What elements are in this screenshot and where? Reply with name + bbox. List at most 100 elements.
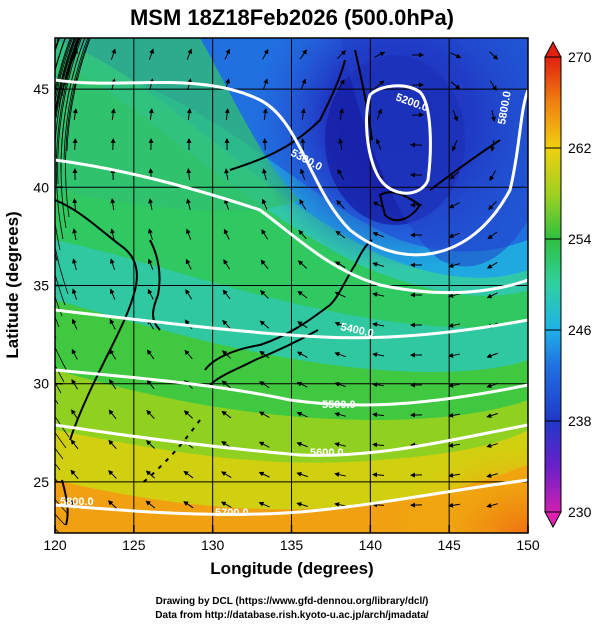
- streamline: [55, 38, 79, 195]
- wind-arrow: [489, 51, 499, 60]
- wind-arrow: [298, 229, 307, 240]
- wind-arrow: [300, 138, 306, 151]
- streamline: [55, 38, 74, 105]
- wind-arrow: [186, 198, 191, 210]
- wind-arrow: [110, 228, 115, 240]
- wind-arrow: [146, 409, 155, 420]
- wind-arrow: [335, 230, 346, 239]
- streamline: [55, 38, 77, 119]
- wind-arrow: [185, 289, 193, 300]
- wind-arrow: [334, 412, 346, 417]
- wind-arrow: [148, 108, 154, 121]
- wind-arrow: [334, 351, 346, 358]
- wind-arrow: [261, 198, 268, 210]
- wind-arrow: [448, 322, 460, 328]
- wind-arrow: [450, 81, 461, 90]
- colorbar-bottom-arrow: [544, 511, 562, 529]
- wind-arrow: [183, 410, 194, 419]
- y-axis-label: Latitude (degrees): [3, 211, 22, 358]
- wind-arrow: [72, 108, 78, 121]
- wind-arrow: [338, 138, 344, 151]
- wind-arrow: [486, 352, 498, 359]
- wind-arrow: [222, 289, 231, 300]
- wind-arrow: [258, 411, 270, 418]
- x-axis-label: Longitude (degrees): [210, 559, 373, 578]
- wind-arrow: [146, 379, 155, 390]
- y-tick-label: 35: [33, 278, 49, 294]
- wind-arrow: [337, 50, 346, 59]
- wind-arrow: [337, 168, 344, 180]
- wind-arrow: [108, 469, 117, 479]
- japan-coastline: [209, 329, 319, 386]
- wind-arrow: [110, 198, 116, 211]
- wind-arrow: [300, 108, 306, 121]
- map-title: MSM 18Z18Feb2026 (500.0hPa): [130, 5, 454, 30]
- wind-arrow: [448, 412, 461, 418]
- lat-lon-grid: [55, 38, 528, 533]
- wind-arrow: [72, 138, 78, 151]
- wind-arrow: [334, 442, 346, 447]
- x-tick-label: 140: [359, 537, 383, 553]
- wind-arrow: [261, 229, 269, 240]
- wind-arrow: [262, 78, 269, 90]
- streamline: [60, 38, 86, 229]
- wind-arrow: [490, 110, 496, 122]
- wind-arrow: [448, 502, 461, 508]
- x-tick-label: 125: [122, 537, 146, 553]
- wind-arrow: [148, 228, 153, 240]
- contour-label: 5800.0: [60, 496, 94, 508]
- wind-arrow: [71, 348, 78, 360]
- wind-arrow: [260, 259, 269, 270]
- wind-arrow: [148, 48, 155, 60]
- wind-arrow: [338, 108, 344, 120]
- wind-arrow: [372, 292, 384, 297]
- colorbar: 230 238 246 254 262 270: [544, 40, 592, 529]
- streamline: [65, 38, 90, 218]
- y-axis-ticks: 25 30 35 40 45: [33, 81, 63, 490]
- streamline: [55, 38, 66, 71]
- credit-drawing: Drawing by DCL (https://www.gfd-dennou.o…: [156, 596, 429, 607]
- wind-arrow: [222, 319, 231, 330]
- wind-arrow: [337, 79, 345, 90]
- wind-arrow: [372, 472, 385, 478]
- wind-arrow: [220, 501, 232, 508]
- wind-arrow: [296, 441, 308, 448]
- x-tick-label: 130: [201, 537, 225, 553]
- wind-arrow: [299, 199, 307, 210]
- wind-arrow: [488, 201, 497, 211]
- contour-5600: [55, 368, 528, 407]
- wind-arrow: [259, 381, 270, 389]
- wind-arrow: [372, 442, 385, 448]
- wind-arrow: [70, 469, 79, 480]
- wind-arrow: [108, 439, 117, 450]
- wind-arrow: [336, 199, 345, 209]
- contour-5800: [55, 478, 528, 516]
- wind-arrow: [72, 198, 78, 211]
- wind-arrow: [184, 349, 193, 360]
- wind-arrow: [372, 382, 385, 388]
- wind-arrow: [296, 351, 308, 358]
- colorbar-tick-label: 246: [568, 322, 592, 338]
- wind-arrow: [109, 349, 117, 360]
- contour-label: 5600.0: [310, 447, 344, 459]
- wind-arrow: [183, 470, 194, 479]
- wind-arrow: [486, 262, 498, 269]
- contour-5700: [55, 423, 528, 457]
- wind-arrow: [71, 378, 78, 390]
- wind-arrow: [71, 288, 78, 300]
- wind-arrow: [224, 108, 230, 121]
- wind-arrow: [449, 171, 460, 180]
- wind-arrow: [489, 80, 497, 91]
- wind-arrow: [223, 228, 230, 240]
- wind-arrow: [186, 168, 192, 181]
- wind-arrow: [258, 471, 270, 478]
- taiwan-coastline: [61, 479, 69, 526]
- wind-arrow: [110, 48, 117, 60]
- wind-arrow: [262, 48, 269, 60]
- wind-arrow: [72, 228, 78, 241]
- wind-arrow: [221, 410, 232, 419]
- wind-arrow: [108, 379, 117, 390]
- wind-arrow: [145, 500, 156, 509]
- wind-arrow: [451, 140, 458, 152]
- contour-label: 5800.0: [496, 90, 514, 125]
